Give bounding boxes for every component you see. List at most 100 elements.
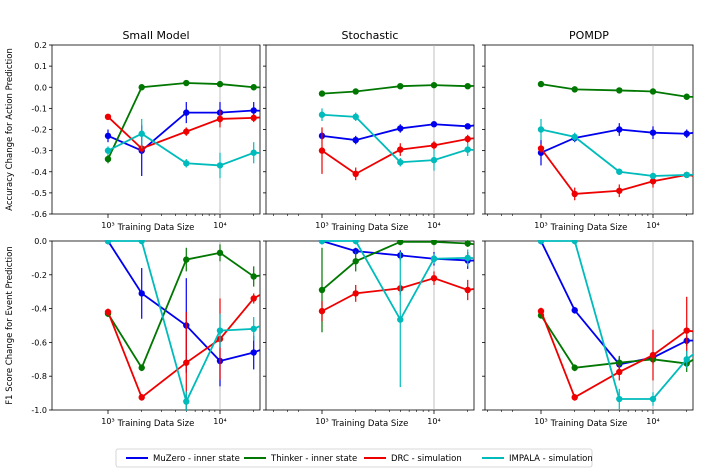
data-point <box>183 109 190 116</box>
data-point <box>537 145 545 152</box>
x-tick-label: 10⁴ <box>646 221 659 230</box>
chart-panel-3: 10³ 10⁴ Training Data Size POMDP <box>482 29 694 233</box>
data-point <box>318 90 326 97</box>
chart-panel-5: 10³ 10⁴ Training Data Size <box>263 240 513 429</box>
y-tick-label: -1.0 <box>31 406 47 415</box>
series-line <box>107 132 260 167</box>
data-point <box>250 273 257 280</box>
y-axis-label: F1 Score Change for Event Prediction <box>5 246 15 404</box>
data-point <box>537 307 545 315</box>
x-tick-label: 10⁴ <box>213 417 226 426</box>
plot-frame <box>484 44 694 215</box>
data-point <box>183 128 190 135</box>
chart-panel-1: -0.6 -0.5 -0.4 -0.3 -0.2 -0.1 0.0 0.1 0.2 10³ 10⁴ T… <box>5 29 299 233</box>
legend-item: IMPALA - simulation <box>482 454 593 464</box>
data-point <box>571 133 578 141</box>
chart-panel-2: 10³ 10⁴ Training Data Size Stochastic <box>263 29 513 233</box>
data-point <box>104 308 112 316</box>
data-point <box>138 290 145 297</box>
series-group <box>318 240 474 388</box>
series-line <box>322 240 474 322</box>
series-group <box>537 80 693 201</box>
data-point <box>352 113 359 121</box>
data-point <box>430 121 438 128</box>
x-tick-label: 10⁴ <box>213 221 226 230</box>
panel-title: POMDP <box>569 29 609 42</box>
y-tick-label: -0.2 <box>31 126 47 135</box>
data-point <box>537 80 545 88</box>
data-point <box>104 155 112 163</box>
series-group <box>318 81 474 181</box>
data-point <box>138 84 145 91</box>
x-tick-label: 10⁴ <box>427 221 440 230</box>
series-line <box>540 310 693 399</box>
data-point <box>571 307 578 314</box>
data-point <box>216 327 224 334</box>
data-point <box>138 240 145 245</box>
series-line <box>540 314 693 369</box>
data-point <box>430 255 438 262</box>
data-point <box>616 168 623 175</box>
data-point <box>683 171 690 179</box>
x-axis-label: Training Data Size <box>331 223 409 233</box>
data-point <box>138 130 145 137</box>
data-point <box>397 240 404 246</box>
data-point <box>104 132 112 140</box>
x-tick-label: 10³ <box>101 417 114 426</box>
x-tick-label: 10³ <box>534 417 547 426</box>
y-axis-label: Accuracy Change for Action Prediction <box>5 48 15 211</box>
data-point <box>352 170 359 178</box>
series-group <box>537 240 693 410</box>
data-point <box>138 364 145 371</box>
y-tick-label: -0.4 <box>31 168 47 177</box>
data-point <box>138 394 145 401</box>
series-line <box>321 240 474 291</box>
x-tick-label: 10³ <box>315 417 328 426</box>
x-axis-label: Training Data Size <box>117 419 195 429</box>
x-tick-label: 10³ <box>315 221 328 230</box>
y-tick-label: 0.0 <box>34 83 47 92</box>
legend-item: Thinker - inner state <box>244 454 357 464</box>
data-point <box>430 274 438 282</box>
y-tick-label: -0.6 <box>31 338 47 347</box>
data-point <box>571 240 578 245</box>
panel-title: Stochastic <box>342 29 399 42</box>
series-line <box>321 113 474 164</box>
series-line <box>107 116 260 150</box>
data-point <box>250 325 257 333</box>
data-point <box>683 130 690 137</box>
legend-item: DRC - simulation <box>364 454 462 464</box>
data-point <box>250 149 257 156</box>
series-line <box>108 240 260 405</box>
data-point <box>352 136 359 144</box>
series-line <box>321 84 474 95</box>
data-point <box>250 295 257 302</box>
data-point <box>616 187 623 194</box>
data-point <box>464 240 471 247</box>
data-point <box>430 142 438 149</box>
series-line <box>107 293 260 399</box>
data-point <box>397 159 404 166</box>
data-point <box>352 240 359 245</box>
data-point <box>318 147 326 154</box>
data-point <box>464 254 471 262</box>
plot-frame <box>265 240 475 411</box>
x-axis-label: Training Data Size <box>550 223 628 233</box>
data-point <box>649 88 657 95</box>
series-line <box>107 82 260 160</box>
data-point <box>683 356 690 363</box>
y-tick-label: -0.4 <box>31 305 47 314</box>
data-point <box>250 84 257 91</box>
data-point <box>649 129 657 136</box>
data-point <box>397 146 404 153</box>
data-point <box>649 178 657 185</box>
panel-title: Small Model <box>122 29 189 42</box>
series-line <box>540 128 693 154</box>
legend-item: MuZero - inner state <box>126 454 240 464</box>
series-line <box>541 240 693 400</box>
legend-frame <box>115 448 593 468</box>
plot-frame <box>51 240 261 411</box>
data-point <box>616 359 623 366</box>
series-line <box>107 240 260 362</box>
data-point <box>250 349 257 356</box>
